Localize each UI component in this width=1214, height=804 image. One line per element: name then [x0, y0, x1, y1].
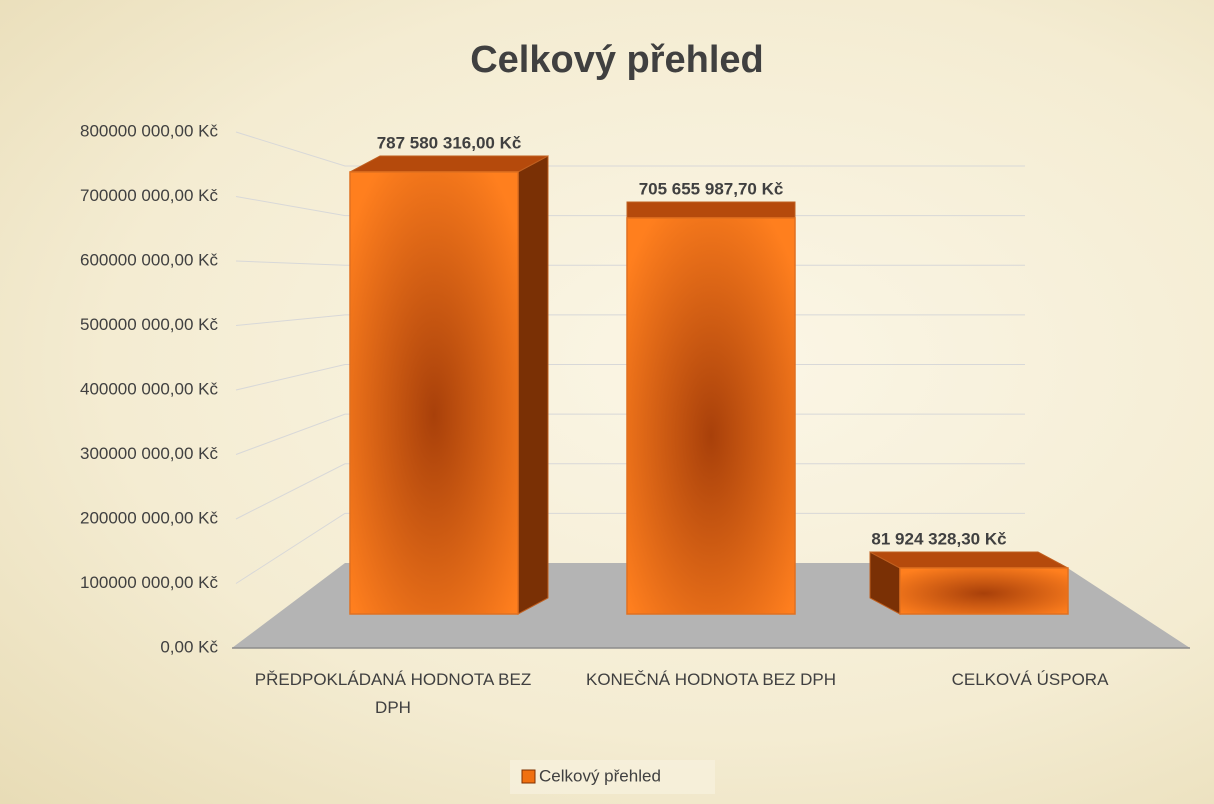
bar [349, 171, 519, 615]
grid-line [235, 512, 1025, 584]
y-tick-label: 300000 000,00 Kč [80, 444, 219, 463]
bar [626, 217, 796, 615]
y-tick-label: 0,00 Kč [160, 637, 218, 656]
x-tick-label: PŘEDPOKLÁDANÁ HODNOTA BEZ DPH [254, 670, 532, 717]
legend-swatch [521, 769, 536, 784]
y-tick-label: 400000 000,00 Kč [80, 379, 219, 398]
grid-line [235, 413, 1025, 455]
grid-line [235, 364, 1025, 391]
data-label: 787 580 316,00 Kč [377, 133, 522, 152]
bar-side [517, 155, 549, 615]
legend-box [510, 760, 715, 794]
legend-label: Celkový přehled [539, 766, 661, 785]
y-tick-label: 800000 000,00 Kč [80, 121, 219, 140]
data-label: 81 924 328,30 Kč [871, 530, 1006, 549]
y-tick-label: 200000 000,00 Kč [80, 508, 219, 527]
y-tick-label: 700000 000,00 Kč [80, 186, 219, 205]
grid-line [235, 314, 1025, 326]
grid-line [235, 463, 1025, 520]
x-tick-label: KONEČNÁ HODNOTA BEZ DPH [586, 670, 836, 689]
bar-top [626, 201, 796, 219]
grid-line [235, 196, 1025, 217]
bar [899, 567, 1069, 615]
grid-line [235, 260, 1025, 266]
y-tick-label: 500000 000,00 Kč [80, 315, 219, 334]
y-tick-label: 600000 000,00 Kč [80, 250, 219, 269]
chart-title: Celkový přehled [470, 39, 764, 81]
y-tick-label: 100000 000,00 Kč [80, 573, 219, 592]
bar-top [349, 155, 549, 173]
grid-line [235, 131, 1025, 167]
x-tick-label: CELKOVÁ ÚSPORA [951, 670, 1109, 689]
bar-top [869, 551, 1069, 569]
data-label: 705 655 987,70 Kč [639, 179, 784, 198]
